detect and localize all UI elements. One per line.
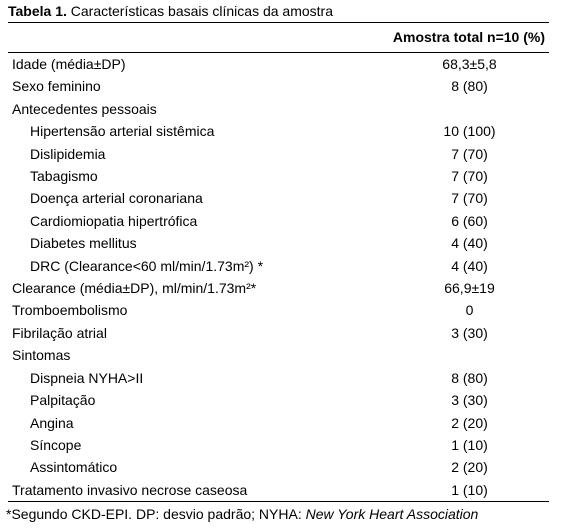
row-label: Tratamento invasivo necrose caseosa: [12, 481, 248, 498]
table-row: Sexo feminino 8 (80): [8, 75, 549, 97]
table-row: Cardiomiopatia hipertrófica 6 (60): [8, 210, 549, 232]
row-value: 7 (70): [451, 145, 488, 162]
table-row: Sintomas: [8, 344, 549, 366]
table-row: Idade (média±DP) 68,3±5,8: [8, 53, 549, 76]
footnote: *Segundo CKD-EPI. DP: desvio padrão; NYH…: [6, 506, 478, 522]
row-label: Assintomático: [30, 459, 118, 476]
table-row: Síncope 1 (10): [8, 434, 549, 456]
row-label: Antecedentes pessoais: [12, 100, 157, 117]
table-row: Tratamento invasivo necrose caseosa 1 (10…: [8, 479, 549, 502]
row-value: 66,9±19: [444, 280, 495, 297]
row-label: Sintomas: [12, 347, 71, 364]
row-label: Clearance (média±DP), ml/min/1.73m²*: [12, 280, 257, 297]
footnote-text: *Segundo CKD-EPI. DP: desvio padrão; NYH…: [6, 506, 306, 522]
header-cell: Amostra total n=10 (%): [390, 22, 549, 53]
row-value: 6 (60): [451, 212, 488, 229]
table-row: Dislipidemia 7 (70): [8, 143, 549, 165]
table-row: Assintomático 2 (20): [8, 456, 549, 478]
row-label: Palpitação: [30, 392, 96, 409]
row-value: 0: [465, 302, 474, 319]
table-row: Palpitação 3 (30): [8, 389, 549, 411]
row-label: Cardiomiopatia hipertrófica: [30, 212, 198, 229]
header-blank: [8, 22, 390, 53]
table-row: Diabetes mellitus 4 (40): [8, 232, 549, 254]
row-label: Diabetes mellitus: [30, 235, 137, 252]
caption-label: Tabela 1.: [8, 3, 67, 19]
table-row: Doença arterial coronariana 7 (70): [8, 187, 549, 209]
header-row: Amostra total n=10 (%): [8, 22, 549, 53]
row-label: Angina: [30, 414, 74, 431]
row-value: 2 (20): [451, 459, 488, 476]
row-blank: [390, 98, 549, 120]
table-row: Fibrilação atrial 3 (30): [8, 322, 549, 344]
row-value: 8 (80): [451, 369, 488, 386]
table-row: DRC (Clearance<60 ml/min/1.73m²) * 4 (40): [8, 255, 549, 277]
table-row: Dispneia NYHA>II 8 (80): [8, 367, 549, 389]
table-row: Antecedentes pessoais: [8, 98, 549, 120]
row-label: Doença arterial coronariana: [30, 190, 203, 207]
row-blank: [390, 344, 549, 366]
table: Amostra total n=10 (%) Idade (média±DP) 6…: [8, 22, 549, 503]
row-value: 4 (40): [451, 257, 488, 274]
row-label: Idade (média±DP): [12, 56, 126, 72]
row-label: Dispneia NYHA>II: [30, 369, 144, 386]
row-value: 8 (80): [451, 78, 488, 95]
row-label: Sexo feminino: [12, 78, 101, 95]
row-value: 68,3±5,8: [442, 56, 497, 72]
row-value: 3 (30): [451, 392, 488, 409]
footnote-italic: New York Heart Association: [305, 506, 479, 522]
row-value: 2 (20): [451, 414, 488, 431]
table-caption: Tabela 1. Características basais clínica…: [8, 3, 333, 19]
table-row: Angina 2 (20): [8, 412, 549, 434]
row-value: 7 (70): [451, 168, 488, 185]
row-value: 4 (40): [451, 235, 488, 252]
row-label: Fibrilação atrial: [12, 324, 107, 341]
table-body: Idade (média±DP) 68,3±5,8 Sexo feminino 8 (…: [8, 53, 549, 502]
row-value: 1 (10): [451, 481, 488, 498]
table-head: Amostra total n=10 (%): [8, 22, 549, 53]
table-row: Tromboembolismo 0: [8, 299, 549, 321]
row-label: Hipertensão arterial sistêmica: [30, 123, 215, 140]
row-label: Tabagismo: [30, 168, 98, 185]
caption-text: Características basais clínicas da amost…: [70, 3, 333, 19]
row-value: 10 (100): [443, 123, 496, 140]
table-row: Clearance (média±DP), ml/min/1.73m²* 66,9…: [8, 277, 549, 299]
row-label: Tromboembolismo: [12, 302, 128, 319]
row-label: Dislipidemia: [30, 145, 106, 162]
table-row: Hipertensão arterial sistêmica 10 (100): [8, 120, 549, 142]
row-value: 7 (70): [451, 190, 488, 207]
row-label: Síncope: [30, 436, 82, 453]
row-value: 1 (10): [451, 436, 488, 453]
row-label: DRC (Clearance<60 ml/min/1.73m²) *: [30, 257, 264, 274]
table-row: Tabagismo 7 (70): [8, 165, 549, 187]
row-value: 3 (30): [451, 324, 488, 341]
